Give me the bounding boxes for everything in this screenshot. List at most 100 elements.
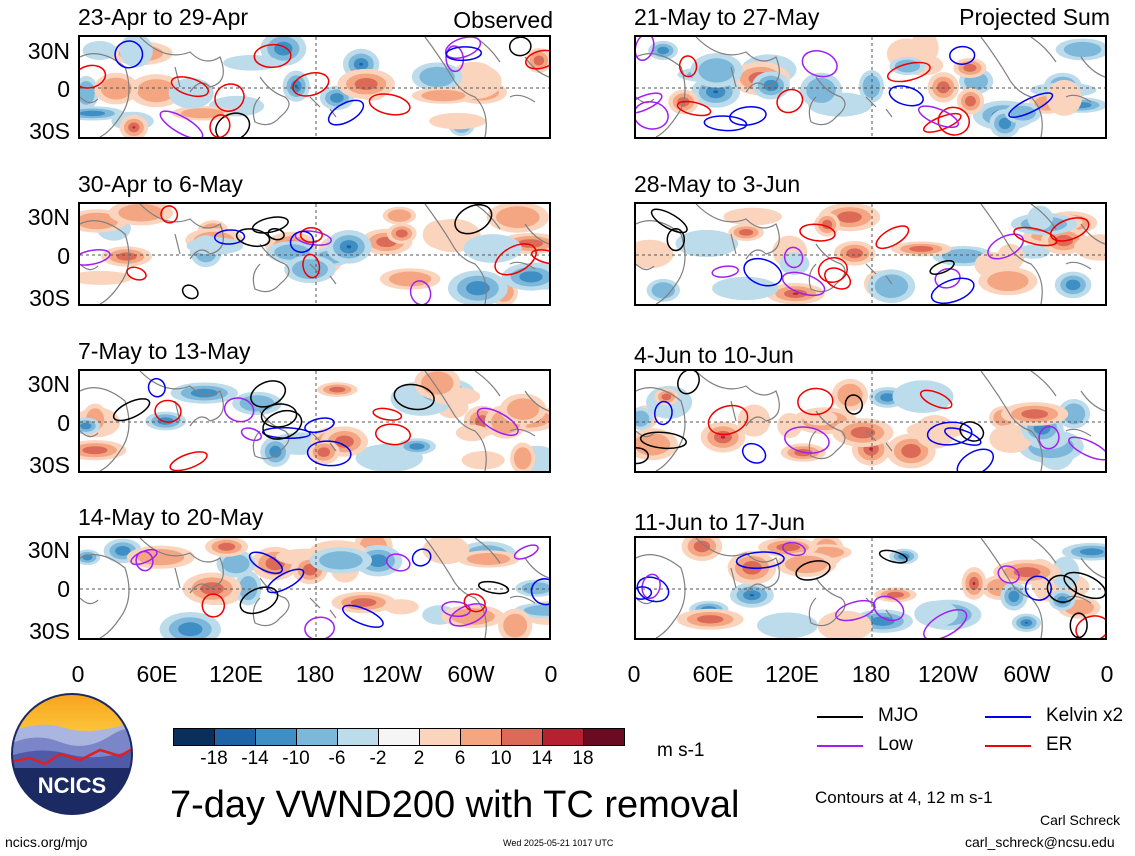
anomaly-shading (496, 206, 540, 229)
anomaly-shading (806, 77, 836, 103)
anomaly-shading (1079, 548, 1104, 556)
anomaly-shading (1046, 79, 1082, 116)
coastline (980, 37, 1057, 137)
contours-note: Contours at 4, 12 m s-1 (815, 788, 993, 807)
anomaly-shading (82, 41, 117, 60)
wave-contour (449, 603, 488, 627)
coastline (865, 263, 893, 285)
anomaly-shading (1027, 205, 1053, 231)
wave-contour (530, 578, 549, 606)
wave-contour (929, 260, 955, 275)
panel-title: 28-May to 3-Jun (634, 171, 801, 197)
anomaly-shading (80, 270, 132, 285)
coastline (636, 387, 686, 471)
wave-contour (919, 389, 953, 409)
anomaly-shading (937, 81, 950, 94)
wave-contour (641, 573, 661, 600)
wave-contour (930, 277, 975, 304)
anomaly-shading (517, 239, 544, 248)
coastline (808, 76, 846, 126)
anomaly-shading (998, 117, 1012, 130)
anomaly-shading (901, 444, 921, 458)
wave-contour (262, 409, 303, 440)
lat-label-30n: 30N (27, 371, 70, 397)
lon-label: 0 (71, 661, 85, 687)
anomaly-shading (463, 234, 522, 263)
wave-contour (781, 271, 826, 297)
anomaly-shading (319, 551, 363, 570)
anomaly-shading (222, 554, 250, 574)
wave-contour (409, 280, 432, 304)
coastline (252, 76, 290, 126)
ncics-logo: NCICS (11, 693, 133, 815)
coastline (424, 371, 501, 471)
anomaly-shading (887, 591, 904, 598)
wave-contour (114, 40, 144, 69)
anomaly-shading (661, 393, 672, 401)
wave-contour (878, 549, 908, 564)
anomaly-shading (657, 46, 669, 55)
wave-contour (169, 451, 208, 471)
anomaly-shading (942, 249, 985, 264)
wave-contour (934, 267, 961, 289)
coastline (1065, 390, 1105, 437)
wave-contour (801, 50, 838, 78)
wave-contour (306, 440, 352, 467)
anomaly-shading (274, 41, 293, 56)
map-panel (634, 202, 1107, 306)
lat-label-eq: 0 (57, 410, 70, 436)
anomaly-shading (100, 77, 132, 100)
anomaly-shading (388, 271, 432, 287)
map-panel (78, 369, 551, 473)
colorbar-swatch (296, 728, 338, 746)
wave-contour (886, 61, 931, 83)
wave-contour (494, 243, 537, 276)
wave-contour (223, 397, 255, 423)
wave-contour (266, 568, 305, 594)
wave-contour (80, 248, 111, 266)
anomaly-shading (387, 209, 412, 222)
anomaly-shading (698, 58, 735, 83)
wave-contour (126, 266, 147, 281)
wave-contour (1038, 425, 1060, 450)
wave-contour (922, 112, 962, 133)
anomaly-shading (693, 540, 711, 553)
map-panel (78, 202, 551, 306)
lon-label: 0 (544, 661, 558, 687)
anomaly-shading (1013, 567, 1041, 578)
panel-title: 7-May to 13-May (78, 338, 251, 364)
anomaly-shading (1065, 279, 1081, 291)
lon-label: 120W (917, 661, 979, 687)
projected-sum-label: Projected Sum (959, 4, 1110, 30)
anomaly-shading (1024, 621, 1028, 624)
anomaly-shading (696, 615, 724, 624)
wave-contour (393, 383, 435, 411)
footer-url[interactable]: ncics.org/mjo (5, 834, 88, 850)
wave-contour (795, 560, 831, 581)
map-panel (634, 536, 1107, 640)
wave-contour (703, 115, 748, 132)
wave-contour (372, 407, 403, 421)
main-title: 7-day VWND200 with TC removal (170, 784, 740, 826)
anomaly-shading (909, 245, 934, 252)
lon-label: 180 (851, 661, 891, 687)
anomaly-shading (269, 445, 282, 458)
wave-contour (253, 43, 292, 69)
wave-contour (711, 265, 739, 278)
wave-contour (782, 541, 806, 557)
footer-email[interactable]: carl_schreck@ncsu.edu (965, 834, 1115, 850)
coastline (139, 538, 224, 594)
coastline (252, 577, 290, 627)
wave-contour (944, 427, 982, 446)
wave-contour (159, 110, 204, 137)
coastline (980, 538, 1057, 638)
wave-contour (735, 551, 785, 569)
anomaly-shading (346, 245, 352, 249)
coastline (1065, 557, 1105, 604)
anomaly-shading (846, 248, 864, 259)
coastline (424, 204, 501, 304)
wave-contour (783, 246, 804, 269)
anomaly-shading (178, 622, 203, 637)
anomaly-shading (118, 204, 164, 222)
wave-contour (923, 609, 968, 638)
